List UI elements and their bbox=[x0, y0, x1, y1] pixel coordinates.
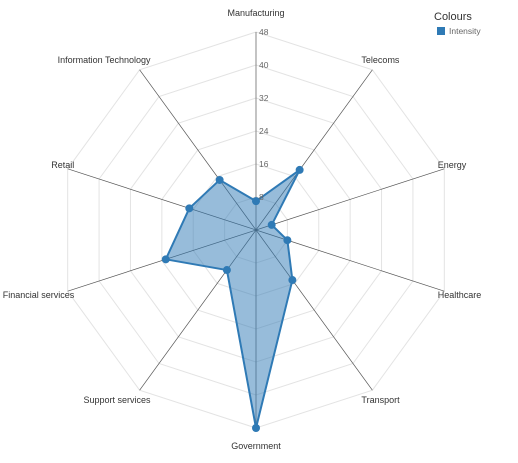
tick-label-8: 8 bbox=[259, 192, 264, 202]
legend-title: Colours bbox=[434, 11, 472, 23]
data-point-transport[interactable] bbox=[288, 276, 297, 285]
radar-series bbox=[161, 165, 304, 432]
axis-label-energy: Energy bbox=[438, 160, 467, 170]
legend: Colours Intensity bbox=[434, 11, 481, 36]
axis-label-transport: Transport bbox=[361, 395, 400, 405]
axis-label-retail: Retail bbox=[51, 160, 74, 170]
data-point-telecoms[interactable] bbox=[295, 165, 304, 174]
data-point-energy[interactable] bbox=[267, 220, 276, 229]
data-point-support-services[interactable] bbox=[222, 266, 231, 275]
spoke-energy bbox=[255, 168, 445, 231]
axis-label-support-services: Support services bbox=[84, 395, 152, 405]
legend-item-intensity[interactable]: Intensity bbox=[437, 26, 481, 36]
legend-label: Intensity bbox=[449, 26, 481, 36]
radar-axis-labels: Manufacturing Telecoms Energy Healthcare Tra… bbox=[3, 8, 482, 451]
tick-label-24: 24 bbox=[259, 126, 269, 136]
data-point-retail[interactable] bbox=[185, 204, 194, 213]
tick-label-16: 16 bbox=[259, 159, 269, 169]
data-point-government[interactable] bbox=[252, 424, 260, 432]
tick-label-40: 40 bbox=[259, 60, 269, 70]
tick-label-48: 48 bbox=[259, 27, 269, 37]
axis-label-government: Government bbox=[231, 441, 281, 451]
data-point-healthcare[interactable] bbox=[283, 236, 292, 245]
data-point-financial-services[interactable] bbox=[161, 255, 170, 264]
data-point-manufacturing[interactable] bbox=[252, 197, 260, 206]
radar-tick-labels: 8 16 24 32 40 48 bbox=[259, 27, 269, 202]
axis-label-information-technology: Information Technology bbox=[58, 55, 151, 65]
legend-swatch bbox=[437, 27, 445, 35]
tick-label-32: 32 bbox=[259, 93, 269, 103]
axis-label-manufacturing: Manufacturing bbox=[227, 8, 284, 18]
axis-label-financial-services: Financial services bbox=[3, 290, 75, 300]
axis-label-telecoms: Telecoms bbox=[361, 55, 400, 65]
axis-label-healthcare: Healthcare bbox=[438, 290, 482, 300]
data-point-information-technology[interactable] bbox=[215, 175, 224, 184]
